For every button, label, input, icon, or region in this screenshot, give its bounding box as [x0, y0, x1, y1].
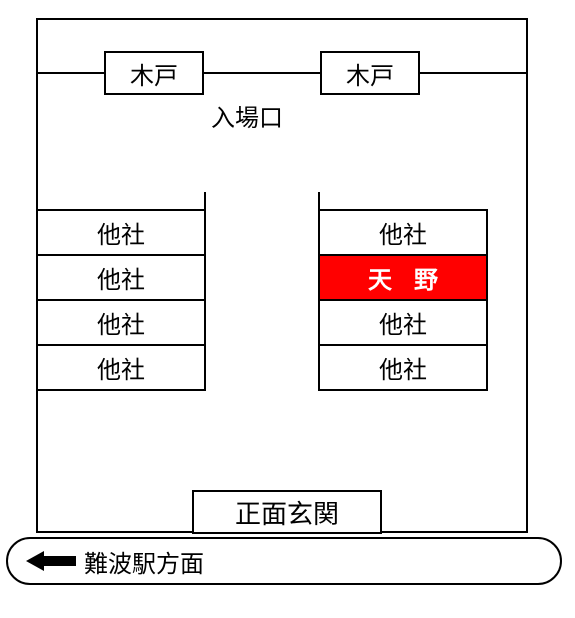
gate-right: 木戸 — [320, 51, 420, 95]
booth-right-4: 他社 — [318, 344, 488, 391]
booth-right-2-highlight: 天野 — [318, 254, 488, 301]
booth-left-2: 他社 — [36, 254, 206, 301]
booth-left-3-label: 他社 — [97, 305, 145, 340]
booth-right-1-label: 他社 — [379, 215, 427, 250]
wall-segment-left — [38, 72, 104, 74]
booth-right-4-label: 他社 — [379, 350, 427, 385]
booth-right-3-label: 他社 — [379, 305, 427, 340]
booth-left-4: 他社 — [36, 344, 206, 391]
wall-segment-right — [420, 72, 526, 74]
road-indicator: 難波駅方面 — [6, 537, 562, 585]
road-label: 難波駅方面 — [84, 544, 204, 579]
front-entrance-label: 正面玄関 — [235, 494, 339, 531]
wall-segment-middle — [204, 72, 320, 74]
gate-left-label: 木戸 — [130, 56, 178, 91]
arrow-left-icon — [26, 551, 76, 571]
booth-left-1-label: 他社 — [97, 215, 145, 250]
booth-left-3: 他社 — [36, 299, 206, 346]
gate-left: 木戸 — [104, 51, 204, 95]
gate-right-label: 木戸 — [346, 56, 394, 91]
booth-left-4-label: 他社 — [97, 350, 145, 385]
booth-left-2-label: 他社 — [97, 260, 145, 295]
booth-right-3: 他社 — [318, 299, 488, 346]
booth-left-1: 他社 — [36, 209, 206, 256]
front-entrance: 正面玄関 — [192, 490, 382, 534]
entrance-label: 入場口 — [211, 98, 283, 133]
booth-right-2-label: 天野 — [368, 260, 460, 295]
booth-right-1: 他社 — [318, 209, 488, 256]
